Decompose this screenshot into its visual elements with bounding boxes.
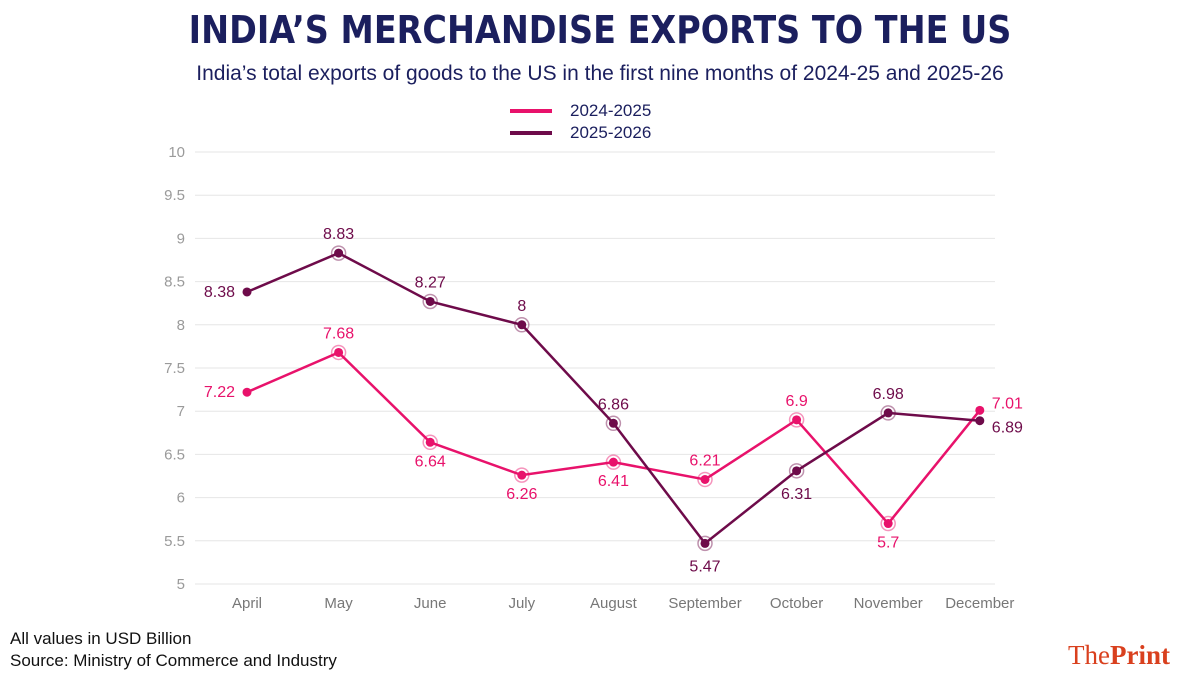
legend-item-2024-2025: 2024-2025 — [510, 100, 651, 122]
x-tick-label: April — [232, 595, 262, 612]
legend-swatch — [510, 109, 552, 113]
logo-the: The — [1068, 640, 1110, 670]
data-point-halo — [880, 515, 896, 532]
x-tick-label: November — [854, 595, 923, 612]
data-point — [883, 519, 893, 529]
data-point-halo — [514, 317, 530, 333]
data-point — [883, 408, 893, 418]
data-point — [792, 415, 802, 425]
y-tick-label: 6 — [177, 490, 185, 507]
theprint-logo: ThePrint — [1068, 640, 1170, 671]
x-tick-label: June — [414, 595, 447, 612]
data-point — [242, 387, 252, 397]
data-label: 8 — [517, 298, 526, 315]
y-tick-label: 9.5 — [164, 187, 185, 204]
x-tick-label: May — [324, 595, 353, 612]
data-point — [334, 347, 344, 357]
logo-print: Print — [1109, 640, 1170, 670]
footnote: All values in USD Billion Source: Minist… — [10, 628, 337, 672]
source-note: Source: Ministry of Commerce and Industr… — [10, 651, 337, 670]
data-label: 6.31 — [781, 486, 812, 503]
data-point — [517, 470, 527, 480]
data-point — [792, 466, 802, 476]
data-point — [334, 248, 344, 258]
data-label: 7.68 — [323, 325, 354, 342]
data-point-halo — [514, 467, 530, 483]
data-point — [608, 457, 618, 467]
data-point-halo — [605, 454, 622, 470]
y-tick-label: 7.5 — [164, 360, 185, 377]
legend-label: 2025-2026 — [570, 123, 652, 142]
y-tick-label: 5.5 — [164, 533, 185, 550]
x-tick-label: December — [945, 595, 1014, 612]
data-label: 6.26 — [506, 486, 537, 503]
data-point — [700, 474, 710, 484]
y-tick-label: 8.5 — [164, 274, 185, 291]
legend-item-2025-2026: 2025-2026 — [510, 122, 651, 144]
data-point-halo — [788, 463, 805, 479]
data-point — [975, 416, 985, 426]
legend-label: 2024-2025 — [570, 101, 652, 120]
x-tick-label: July — [508, 595, 535, 612]
chart-subtitle: India’s total exports of goods to the US… — [196, 62, 1004, 85]
units-note: All values in USD Billion — [10, 629, 192, 648]
data-label: 6.9 — [785, 393, 807, 410]
data-point-halo — [330, 344, 347, 361]
x-tick-label: August — [590, 595, 638, 612]
data-label: 6.21 — [689, 452, 720, 469]
y-tick-label: 9 — [177, 230, 185, 247]
data-point-halo — [697, 535, 713, 552]
y-tick-label: 8 — [177, 317, 185, 334]
x-tick-label: September — [668, 595, 741, 612]
data-point — [242, 287, 252, 297]
data-point-halo — [422, 293, 438, 310]
data-point-halo — [330, 245, 347, 261]
data-point — [425, 296, 435, 306]
data-label: 7.01 — [992, 395, 1023, 412]
data-label: 5.47 — [689, 558, 720, 575]
y-tick-label: 10 — [168, 144, 185, 161]
chart-title: INDIA’S MERCHANDISE EXPORTS TO THE US — [188, 8, 1012, 52]
data-label: 6.98 — [873, 386, 904, 403]
data-label: 8.27 — [415, 274, 446, 291]
data-label: 6.89 — [992, 420, 1023, 437]
data-point-halo — [788, 412, 805, 428]
y-tick-label: 5 — [177, 576, 185, 593]
data-point — [975, 405, 985, 415]
data-point — [425, 437, 435, 447]
legend-swatch — [510, 131, 552, 135]
data-point-halo — [880, 405, 896, 421]
data-point — [517, 320, 527, 330]
data-point-halo — [422, 434, 438, 451]
data-label: 8.38 — [204, 284, 235, 301]
data-label: 5.7 — [877, 535, 899, 552]
y-tick-label: 6.5 — [164, 446, 185, 463]
data-label: 6.64 — [415, 453, 446, 470]
data-point-halo — [605, 415, 622, 432]
x-tick-label: October — [770, 595, 823, 612]
data-point-halo — [697, 471, 713, 488]
legend: 2024-2025 2025-2026 — [510, 100, 651, 144]
data-label: 6.41 — [598, 473, 629, 490]
data-label: 8.83 — [323, 226, 354, 243]
data-label: 7.22 — [204, 384, 235, 401]
y-tick-label: 7 — [177, 403, 185, 420]
data-label: 6.86 — [598, 396, 629, 413]
data-point — [700, 538, 710, 548]
data-point — [608, 418, 618, 428]
